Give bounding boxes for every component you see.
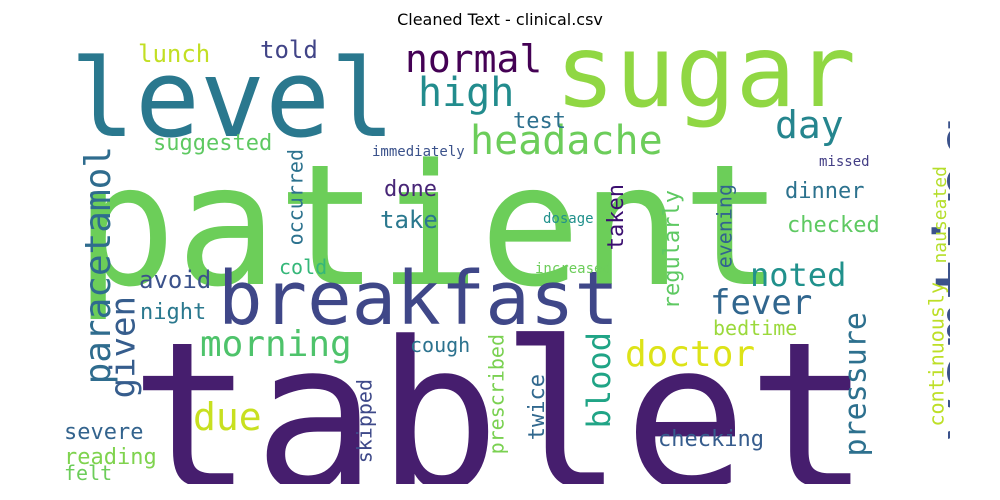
- word-breakfast: breakfast: [218, 256, 619, 342]
- word-occurred: occurred: [284, 149, 308, 245]
- word-given: given: [104, 296, 144, 398]
- word-night: night: [140, 300, 206, 325]
- word-fever: fever: [710, 283, 812, 323]
- word-dosage: dosage: [543, 211, 594, 227]
- word-headache: headache: [470, 118, 663, 164]
- word-suggested: suggested: [153, 131, 272, 156]
- word-reading: reading: [64, 445, 157, 470]
- word-increased: increased: [535, 261, 611, 277]
- chart-title: Cleaned Text - clinical.csv: [397, 10, 603, 29]
- word-normal: normal: [405, 37, 542, 81]
- word-morning: morning: [200, 324, 352, 365]
- word-twice: twice: [525, 374, 550, 440]
- word-regularly: regularly: [660, 190, 685, 309]
- word-immediately: immediately: [372, 144, 465, 160]
- word-taken: taken: [604, 184, 629, 250]
- word-sugar: sugar: [555, 34, 856, 130]
- word-bedtime: bedtime: [713, 316, 797, 340]
- word-done: done: [384, 177, 437, 202]
- word-pressure: pressure: [838, 312, 873, 457]
- word-continuously: continuously: [925, 282, 949, 427]
- word-dinner: dinner: [785, 179, 864, 204]
- word-take: take: [380, 206, 438, 234]
- word-evening: evening: [713, 184, 737, 268]
- word-cold: cold: [279, 255, 327, 279]
- word-felt: felt: [64, 461, 112, 484]
- word-checking: checking: [658, 427, 764, 452]
- word-nauseated: nauseated: [930, 166, 950, 264]
- word-skipped: skipped: [353, 379, 377, 463]
- word-severe: severe: [64, 420, 143, 445]
- word-noted: noted: [750, 256, 846, 294]
- word-high: high: [418, 70, 514, 116]
- word-lunch: lunch: [138, 40, 210, 68]
- word-doctor: doctor: [625, 334, 755, 375]
- word-day: day: [775, 103, 844, 147]
- word-test: test: [513, 109, 566, 134]
- word-due: due: [193, 395, 262, 439]
- word-patient: patient: [75, 128, 783, 324]
- word-prescribed: prescribed: [485, 334, 509, 454]
- word-checked: checked: [787, 213, 880, 238]
- word-tablet: tablet: [130, 299, 871, 484]
- word-told: told: [260, 36, 318, 64]
- word-vomting: vomting: [920, 114, 950, 443]
- word-avoid: avoid: [139, 266, 211, 294]
- word-level: level: [70, 37, 395, 162]
- word-blood: blood: [580, 332, 618, 428]
- word-paracetamol: paracetamol: [78, 146, 119, 384]
- word-cough: cough: [410, 333, 470, 357]
- word-missed: missed: [819, 154, 870, 170]
